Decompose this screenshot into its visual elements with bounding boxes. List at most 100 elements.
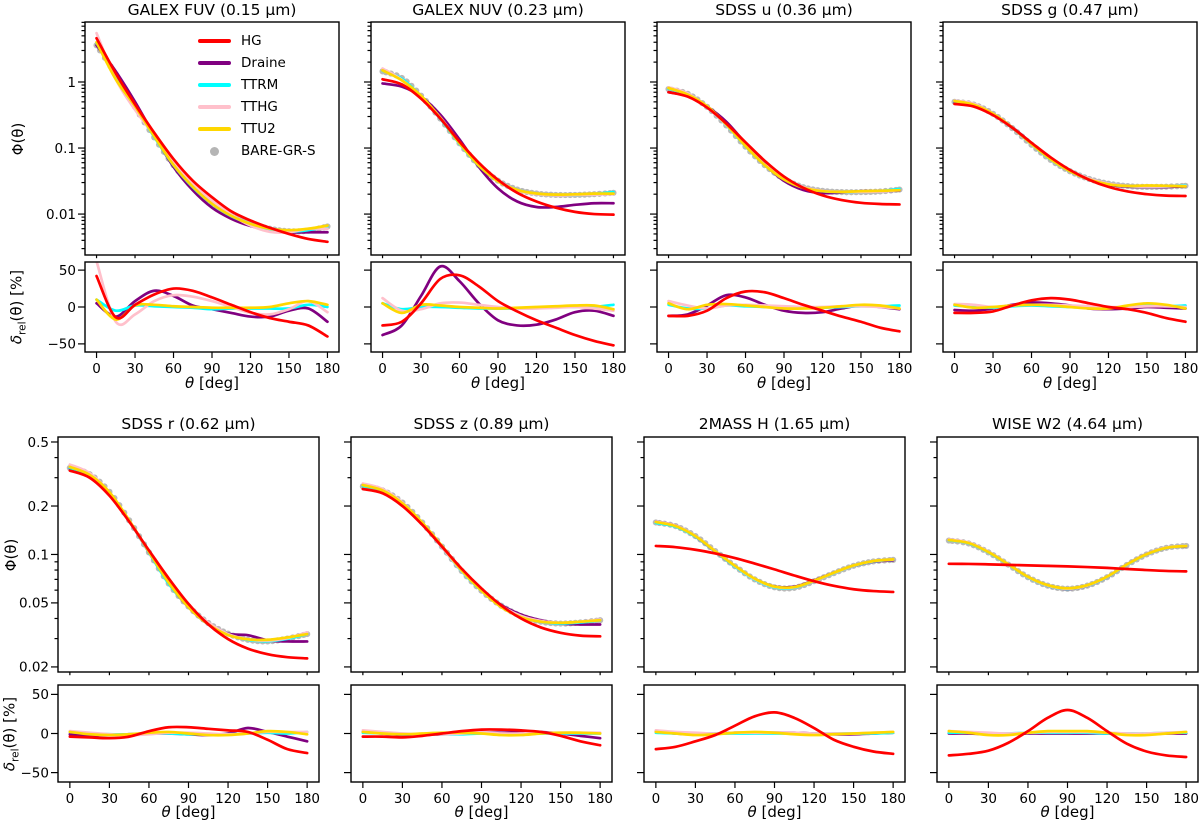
residual-curve-TTU2: [667, 301, 901, 311]
x-axis-label: θ [deg]: [185, 374, 239, 392]
legend-line-swatch: [198, 61, 231, 65]
curve-TTRM: [361, 484, 602, 625]
legend-line-swatch: [198, 83, 231, 87]
x-axis-label: θ [deg]: [1043, 374, 1097, 392]
x-tick-label: 150: [255, 791, 281, 807]
panel-6: 0 30 60 90 120 150 180: [637, 436, 906, 807]
residual-curve-TTHG: [667, 299, 901, 310]
x-tick-label: 30: [980, 791, 997, 807]
curve-HG: [68, 469, 309, 660]
panel-1: 0 30 60 90 120 150 180: [364, 21, 626, 377]
residual-curve-HG: [953, 296, 1187, 324]
x-tick-label: 180: [887, 361, 913, 377]
x-tick-label: 30: [412, 361, 429, 377]
residual-curve-TTU2: [947, 729, 1188, 737]
panel-title: GALEX FUV (0.15 μm): [127, 1, 297, 19]
rel-subscript: rel: [16, 321, 29, 335]
x-tick-label: 120: [810, 361, 836, 377]
tick-labels: 0 30 60 90 120 150 180: [652, 791, 906, 807]
y-tick-label: 0.2: [28, 499, 49, 515]
tick-labels: 0 30 60 90 120 150 180: [950, 361, 1198, 377]
residual-y-tick-label: 0: [40, 726, 49, 742]
residual-plot-area: [947, 708, 1188, 759]
x-tick-label: 150: [548, 791, 574, 807]
x-tick-label: 0: [92, 361, 101, 377]
x-axis-label: θ [deg]: [757, 374, 811, 392]
residual-y-tick-label: −50: [48, 337, 77, 353]
tick-labels: 0 30 60 90 120 150 180: [664, 361, 912, 377]
y-tick-label: 1: [67, 75, 76, 91]
x-tick-label: 180: [880, 791, 906, 807]
residual-curve-HG: [381, 273, 615, 347]
x-tick-label: 150: [1134, 791, 1160, 807]
x-axis-label: θ [deg]: [161, 803, 216, 821]
residual-curve-TTHG: [95, 262, 329, 327]
axes-frame: [643, 436, 906, 783]
panel-title: SDSS r (0.62 μm): [121, 415, 256, 433]
rel-subscript: rel: [9, 747, 22, 762]
x-tick-label: 120: [215, 791, 241, 807]
legend-item-ttu2: TTU2: [198, 118, 316, 140]
x-tick-label: 0: [66, 791, 75, 807]
x-tick-label: 0: [378, 361, 387, 377]
tick-labels: 0 30 60 90 120 150 180 1 0.1 0.01 50 0 −50: [46, 75, 340, 377]
y-axis-label-phase: Φ(θ): [9, 122, 27, 155]
x-tick-label: 90: [775, 361, 792, 377]
x-tick-label: 120: [508, 791, 534, 807]
x-axis-label: θ [deg]: [454, 803, 509, 821]
panel-title: SDSS z (0.89 μm): [413, 415, 550, 433]
ticks: [51, 441, 308, 788]
residual-y-tick-label: 50: [32, 687, 49, 703]
legend-line-swatch: [198, 105, 231, 109]
curve-HG: [381, 77, 615, 216]
curve-HG: [667, 90, 901, 206]
panel-title: SDSS u (0.36 μm): [715, 1, 853, 19]
curve-Draine: [953, 101, 1187, 189]
curve-TTRM: [68, 466, 309, 643]
residual-curve-TTU2: [953, 301, 1187, 311]
residual-curve-TTHG: [381, 296, 615, 313]
curve-Draine: [68, 467, 309, 643]
residual-curve-TTU2: [654, 730, 895, 737]
x-tick-label: 150: [562, 361, 588, 377]
residual-label-suffix: (θ) [%]: [0, 696, 19, 748]
tick-labels: 0 30 60 90 120 150 180: [378, 361, 626, 377]
x-tick-label: 180: [294, 791, 320, 807]
x-tick-label: 30: [126, 361, 143, 377]
delta-symbol: δ: [0, 761, 19, 771]
ticks: [930, 441, 1187, 788]
x-tick-label: 90: [1059, 791, 1076, 807]
residual-curve-HG: [361, 728, 602, 747]
legend-item-hg: HG: [198, 30, 316, 52]
curve-HG: [947, 562, 1188, 573]
x-tick-label: 0: [664, 361, 673, 377]
residual-y-tick-label: 50: [59, 263, 76, 279]
curve-HG: [361, 487, 602, 638]
main-plot-area: [379, 67, 617, 216]
x-tick-label: 150: [1134, 361, 1160, 377]
main-plot-area: [665, 85, 903, 206]
y-tick-label: 0.01: [46, 207, 76, 223]
x-tick-label: 120: [1094, 791, 1120, 807]
x-tick-label: 60: [140, 791, 157, 807]
residual-plot-area: [361, 728, 602, 747]
residual-plot-area: [953, 296, 1187, 324]
y-tick-label: 0.1: [55, 141, 76, 157]
x-tick-label: 60: [1023, 361, 1040, 377]
ticks: [637, 441, 894, 788]
x-tick-label: 30: [984, 361, 1001, 377]
x-tick-label: 90: [473, 791, 490, 807]
curve-Draine: [361, 483, 602, 626]
residual-y-tick-label: −50: [21, 765, 50, 781]
residual-plot-area: [667, 289, 901, 333]
x-tick-label: 180: [1173, 361, 1199, 377]
curve-TTU2: [68, 465, 309, 642]
ticks: [344, 441, 601, 788]
curve-HG: [95, 36, 329, 244]
x-axis-label: θ [deg]: [471, 374, 525, 392]
residual-curve-TTU2: [68, 729, 309, 737]
panel-7: 0 30 60 90 120 150 180: [930, 436, 1199, 807]
x-tick-label: 90: [203, 361, 220, 377]
y-tick-label: 0.05: [19, 596, 49, 612]
x-tick-label: 90: [180, 791, 197, 807]
